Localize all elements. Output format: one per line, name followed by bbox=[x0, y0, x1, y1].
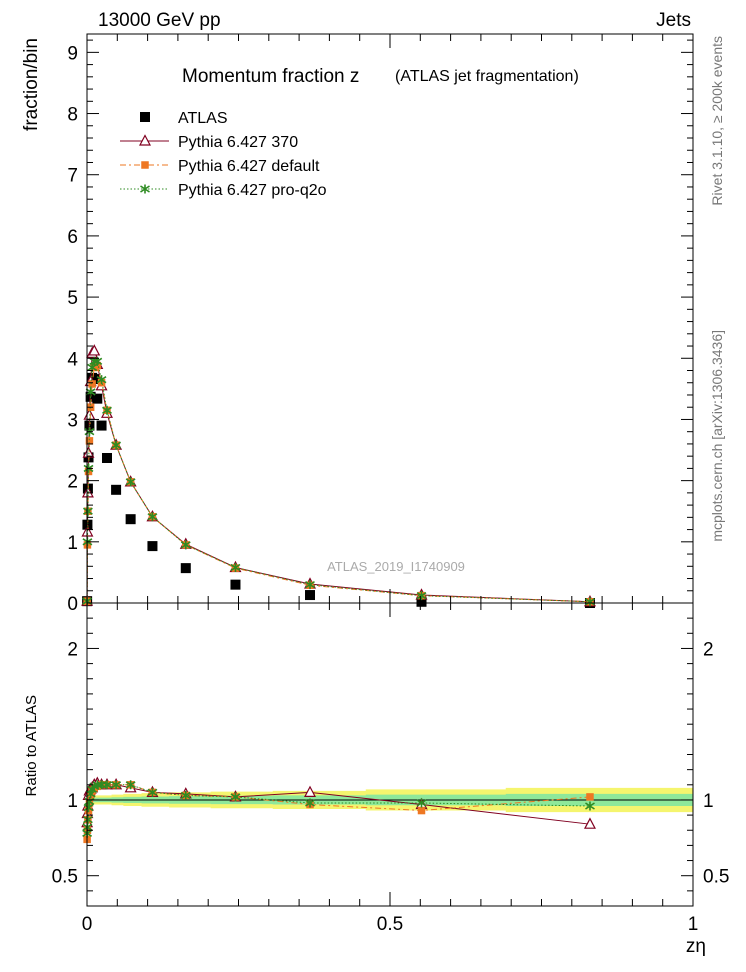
y-tick-label: 3 bbox=[67, 410, 78, 431]
legend: ATLAS Pythia 6.427 370 Pythia 6.427 defaul… bbox=[120, 110, 327, 199]
ratio-point bbox=[583, 817, 596, 829]
ratio-point bbox=[585, 801, 595, 811]
data-point bbox=[111, 484, 122, 495]
data-point bbox=[416, 596, 427, 607]
ratio-point bbox=[230, 792, 241, 802]
y-tick-label: 5 bbox=[67, 288, 78, 309]
legend-entry: ATLAS bbox=[140, 110, 228, 127]
ratio-point bbox=[586, 793, 594, 801]
data-point bbox=[85, 437, 94, 445]
ratio-frame bbox=[86, 602, 694, 907]
y-tick-label: 1 bbox=[67, 533, 78, 554]
legend-marker bbox=[139, 134, 151, 146]
ratio-point bbox=[83, 803, 94, 813]
data-point bbox=[180, 563, 191, 574]
legend-entry: Pythia 6.427 370 bbox=[120, 134, 298, 151]
ratio-point bbox=[125, 780, 136, 790]
ratio-point bbox=[82, 815, 93, 825]
legend-label: ATLAS bbox=[178, 110, 228, 127]
x-tick-label: 0 bbox=[82, 914, 93, 935]
y-tick-label: 2 bbox=[67, 472, 78, 493]
y-tick-label: 8 bbox=[67, 105, 78, 126]
mcplots-label: mcplots.cern.ch [arXiv:1306.3436] bbox=[709, 330, 725, 542]
ratio-tick-label-right: 2 bbox=[703, 639, 714, 660]
y-tick-label: 7 bbox=[67, 166, 78, 187]
y-tick-label: 9 bbox=[67, 43, 78, 64]
data-point bbox=[305, 590, 316, 601]
ratio-tick-label: 2 bbox=[67, 639, 78, 660]
series-layer bbox=[81, 344, 596, 844]
ratio-point bbox=[102, 780, 112, 790]
chart-subtitle: (ATLAS jet fragmentation) bbox=[395, 68, 579, 85]
ratio-point bbox=[304, 785, 317, 797]
data-point bbox=[92, 393, 103, 404]
data-point bbox=[180, 540, 191, 550]
data-point bbox=[585, 597, 595, 607]
data-point bbox=[96, 375, 107, 385]
legend-marker bbox=[141, 161, 149, 169]
y-tick-label: 4 bbox=[67, 349, 78, 370]
rivet-label: Rivet 3.1.10, ≥ 200k events bbox=[709, 36, 725, 206]
data-point bbox=[101, 452, 112, 463]
chart-title: Momentum fraction z bbox=[182, 66, 359, 87]
ratio-tick-label: 0.5 bbox=[52, 867, 78, 888]
ratio-tick-label-right: 1 bbox=[703, 791, 714, 812]
ratio-y-axis-label: Ratio to ATLAS bbox=[23, 695, 40, 796]
data-point bbox=[89, 374, 100, 385]
y-axis-label: fraction/bin bbox=[21, 38, 42, 131]
axes-layer: 1 2 3 4 5 6 7 8 9 0 0.5 0.5 1 1 2 2 0 0.5 1 bbox=[52, 33, 729, 935]
ratio-point bbox=[111, 780, 122, 790]
data-point bbox=[125, 477, 136, 487]
legend-marker bbox=[140, 184, 150, 194]
legend-label: Pythia 6.427 370 bbox=[178, 134, 298, 151]
data-point bbox=[111, 440, 122, 450]
data-point bbox=[230, 563, 241, 573]
ratio-point bbox=[180, 790, 191, 800]
data-point bbox=[82, 506, 93, 516]
data-point bbox=[305, 580, 315, 590]
analysis-watermark: ATLAS_2019_I1740909 bbox=[327, 559, 465, 574]
y-tick-label-zero: 0 bbox=[67, 594, 78, 615]
data-point bbox=[147, 541, 158, 552]
header-right: Jets bbox=[656, 10, 691, 31]
x-tick-label: 0.5 bbox=[377, 914, 403, 935]
legend-entry: Pythia 6.427 default bbox=[120, 158, 320, 175]
data-point bbox=[96, 420, 107, 431]
data-point bbox=[88, 380, 96, 388]
ratio-point bbox=[417, 806, 426, 815]
x-axis-label: zη bbox=[686, 936, 706, 957]
ratio-series-2 bbox=[82, 780, 595, 838]
legend-marker bbox=[140, 112, 150, 122]
data-point bbox=[125, 514, 136, 525]
data-point bbox=[230, 579, 241, 590]
ratio-point bbox=[147, 787, 158, 797]
ratio-point bbox=[305, 798, 315, 808]
x-tick-label: 1 bbox=[688, 914, 699, 935]
data-point bbox=[88, 344, 101, 356]
header-left: 13000 GeV pp bbox=[98, 10, 221, 31]
data-point bbox=[147, 512, 158, 522]
data-point bbox=[102, 405, 112, 415]
ratio-tick-label-right: 0.5 bbox=[703, 867, 729, 888]
ratio-point bbox=[416, 798, 427, 808]
legend-label: Pythia 6.427 default bbox=[178, 158, 320, 175]
ratio-tick-label: 1 bbox=[67, 791, 78, 812]
series-3 bbox=[82, 356, 595, 607]
legend-entry: Pythia 6.427 pro-q2o bbox=[120, 182, 327, 199]
data-point bbox=[416, 591, 427, 601]
y-tick-label: 6 bbox=[67, 227, 78, 248]
legend-label: Pythia 6.427 pro-q2o bbox=[178, 182, 327, 199]
